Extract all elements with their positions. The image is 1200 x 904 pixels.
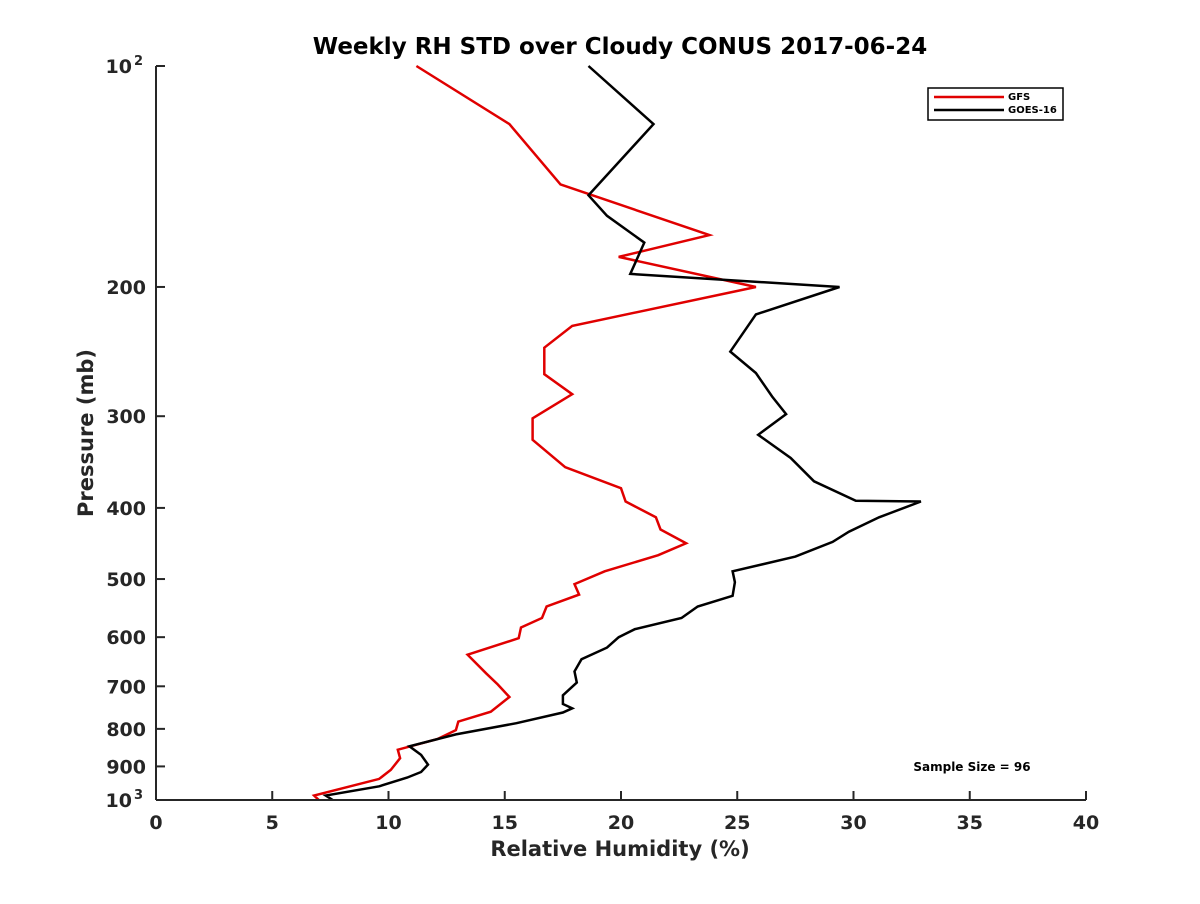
y-tick-label: 800 xyxy=(106,719,146,741)
x-axis-label: Relative Humidity (%) xyxy=(490,837,749,861)
x-tick-label: 20 xyxy=(608,812,634,834)
y-tick-superscript: 2 xyxy=(134,54,143,69)
legend: GFS GOES-16 xyxy=(927,87,1064,121)
y-tick-label: 900 xyxy=(106,756,146,778)
x-tick-label: 5 xyxy=(266,812,279,834)
y-tick-label: 600 xyxy=(106,627,146,649)
x-tick-label: 15 xyxy=(492,812,518,834)
series-line-goes16 xyxy=(322,65,922,802)
series-line-gfs xyxy=(311,64,757,801)
chart-title: Weekly RH STD over Cloudy CONUS 2017-06-… xyxy=(313,34,927,60)
y-tick-label: 300 xyxy=(106,406,146,428)
y-tick-label: 700 xyxy=(106,676,146,698)
x-tick-label: 10 xyxy=(375,812,401,834)
series-layer xyxy=(311,64,922,802)
y-tick-label: 200 xyxy=(106,277,146,299)
x-axis-ticks: 0 5 10 15 20 25 30 35 40 xyxy=(149,791,1099,834)
legend-label-gfs: GFS xyxy=(1008,92,1030,103)
x-tick-label: 40 xyxy=(1073,812,1099,834)
y-tick-label: 400 xyxy=(106,498,146,520)
x-tick-label: 0 xyxy=(149,812,162,834)
y-tick-label: 10 xyxy=(106,56,132,78)
x-tick-label: 25 xyxy=(724,812,750,834)
y-tick-superscript: 3 xyxy=(134,788,143,803)
x-tick-label: 30 xyxy=(840,812,866,834)
sample-size-annotation: Sample Size = 96 xyxy=(913,760,1030,774)
legend-label-goes16: GOES-16 xyxy=(1008,105,1057,116)
y-tick-label: 500 xyxy=(106,569,146,591)
x-tick-label: 35 xyxy=(957,812,983,834)
y-axis-label: Pressure (mb) xyxy=(74,349,98,517)
legend-box xyxy=(927,87,1064,121)
y-tick-label: 10 xyxy=(106,790,132,812)
